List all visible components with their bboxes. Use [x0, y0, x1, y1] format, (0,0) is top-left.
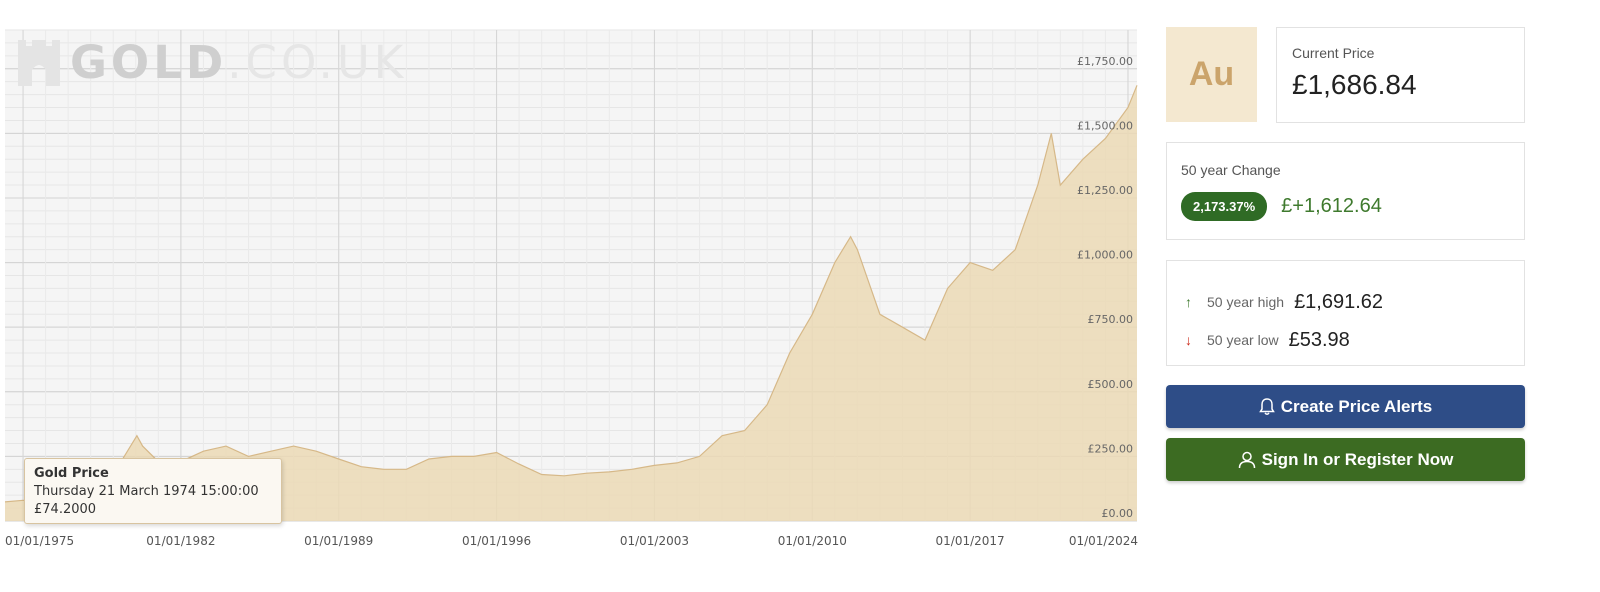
arrow-up-icon: ↑ — [1185, 294, 1192, 310]
gold-symbol: Au — [1188, 55, 1235, 93]
y-tick-label: £250.00 — [1088, 442, 1134, 455]
y-tick-label: £500.00 — [1088, 378, 1134, 391]
price-chart[interactable]: £0.00 £250.00 £500.00 £750.00 £1,000.00 £1,25… — [0, 0, 1160, 592]
chart-tooltip: Gold Price Thursday 21 March 1974 15:00:… — [24, 458, 282, 524]
tooltip-title: Gold Price — [34, 466, 109, 481]
create-price-alerts-button[interactable]: Create Price Alerts — [1166, 385, 1525, 428]
high-value: £1,691.62 — [1294, 290, 1384, 313]
change-card: 50 year Change 2,173.37% £+1,612.64 — [1166, 142, 1525, 240]
current-price-card: Current Price £1,686.84 — [1276, 27, 1525, 123]
user-icon — [1238, 451, 1256, 469]
y-tick-label: £750.00 — [1088, 313, 1134, 326]
x-tick-label: 01/01/2017 — [936, 534, 1005, 548]
y-tick-label: £1,000.00 — [1077, 249, 1133, 262]
chart-canvas[interactable]: £0.00 £250.00 £500.00 £750.00 £1,000.00 £1,25… — [0, 0, 1160, 592]
gold-symbol-tile: Au — [1166, 27, 1257, 122]
create-price-alerts-label: Create Price Alerts — [1280, 396, 1433, 416]
y-tick-label: £1,750.00 — [1077, 55, 1133, 68]
high-row: ↑ 50 year high £1,691.62 — [1185, 283, 1506, 321]
sign-in-register-button[interactable]: Sign In or Register Now — [1166, 438, 1525, 481]
current-price-value: £1,686.84 — [1292, 69, 1417, 100]
y-tick-label: £1,500.00 — [1077, 119, 1133, 132]
y-tick-label: £1,250.00 — [1077, 184, 1133, 197]
high-label: 50 year high — [1207, 294, 1285, 310]
current-price-label: Current Price — [1292, 45, 1375, 61]
x-tick-label: 01/01/2003 — [620, 534, 689, 548]
x-tick-label: 01/01/1996 — [462, 534, 531, 548]
x-tick-label: 01/01/2024 — [1069, 534, 1138, 548]
x-tick-label: 01/01/1989 — [304, 534, 373, 548]
y-tick-label: £0.00 — [1102, 507, 1134, 520]
price-area — [5, 85, 1137, 522]
low-row: ↓ 50 year low £53.98 — [1185, 321, 1506, 359]
change-percent-badge: 2,173.37% — [1181, 192, 1268, 221]
x-tick-label: 01/01/1975 — [5, 534, 74, 548]
tooltip-value: £74.2000 — [34, 502, 97, 517]
sign-in-register-label: Sign In or Register Now — [1261, 449, 1454, 469]
x-tick-label: 01/01/1982 — [146, 534, 215, 548]
bell-icon — [1258, 397, 1275, 416]
change-amount: £+1,612.64 — [1281, 195, 1382, 217]
arrow-down-icon: ↓ — [1185, 332, 1192, 348]
low-value: £53.98 — [1288, 328, 1350, 351]
low-label: 50 year low — [1207, 332, 1279, 348]
x-tick-label: 01/01/2010 — [778, 534, 847, 548]
high-low-card: ↑ 50 year high £1,691.62 ↓ 50 year low £… — [1166, 260, 1525, 366]
tooltip-date: Thursday 21 March 1974 15:00:00 — [34, 484, 259, 499]
change-label: 50 year Change — [1181, 162, 1281, 178]
